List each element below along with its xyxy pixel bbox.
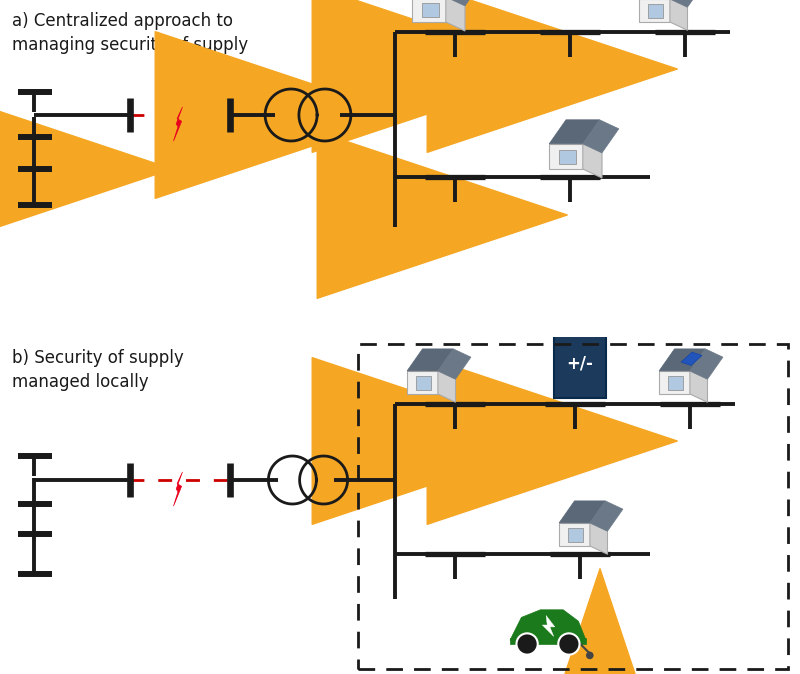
Polygon shape [446,0,465,31]
Polygon shape [554,330,606,398]
Polygon shape [690,349,723,379]
Polygon shape [550,120,600,144]
Polygon shape [559,501,606,523]
Polygon shape [550,144,582,169]
Circle shape [558,634,579,654]
Polygon shape [568,528,583,542]
Polygon shape [659,371,690,394]
Circle shape [586,652,594,659]
Polygon shape [438,371,455,402]
Polygon shape [558,150,576,164]
Polygon shape [670,0,687,30]
Circle shape [517,634,538,654]
Polygon shape [590,501,623,531]
Polygon shape [681,353,702,365]
Polygon shape [412,0,446,22]
Polygon shape [582,144,602,178]
Polygon shape [174,472,182,506]
Polygon shape [690,371,707,402]
Polygon shape [582,120,619,153]
Polygon shape [590,523,607,554]
Polygon shape [670,0,703,7]
Polygon shape [566,324,594,330]
Polygon shape [446,0,482,6]
Polygon shape [422,3,438,18]
Polygon shape [174,107,182,141]
Polygon shape [668,376,683,390]
Text: +/-: +/- [566,355,594,373]
Polygon shape [659,349,706,371]
Polygon shape [510,638,586,644]
Polygon shape [639,0,670,22]
Polygon shape [542,615,555,636]
Polygon shape [648,5,663,18]
Text: a) Centralized approach to
managing security of supply: a) Centralized approach to managing secu… [12,12,248,54]
Polygon shape [559,523,590,546]
Text: b) Security of supply
managed locally: b) Security of supply managed locally [12,349,184,391]
Polygon shape [438,349,471,379]
Polygon shape [407,349,454,371]
Polygon shape [416,376,431,390]
Polygon shape [407,371,438,394]
Polygon shape [510,610,586,640]
